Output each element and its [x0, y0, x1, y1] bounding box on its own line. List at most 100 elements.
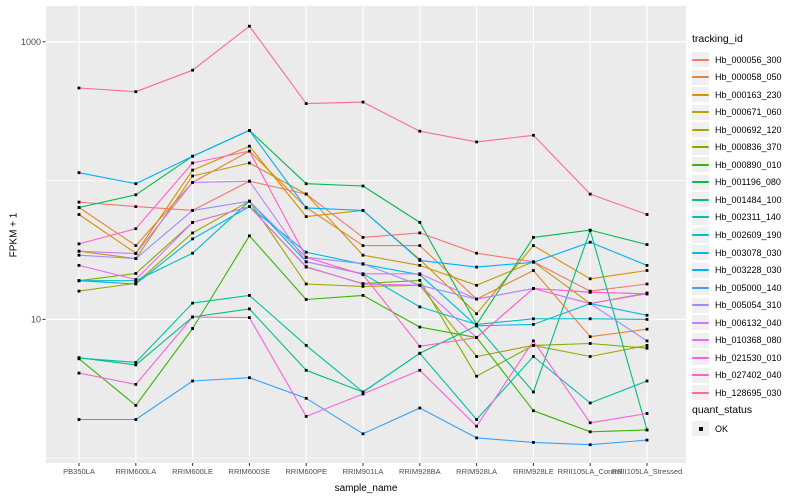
data-point [475, 418, 478, 421]
data-point [191, 161, 194, 165]
legend-item-quant-ok: OK [692, 421, 728, 436]
legend-color-line-icon [692, 76, 709, 79]
data-point [77, 289, 81, 293]
legend-item-label: Hb_003228_030 [715, 265, 782, 276]
data-point [645, 428, 649, 432]
legend-key-swatch [692, 192, 709, 208]
legend-item-Hb_001196_080: Hb_001196_080 [692, 174, 781, 190]
data-point [418, 279, 422, 282]
data-point [532, 244, 535, 247]
x-tick-label: RRIM928BA [399, 467, 441, 476]
legend-item-Hb_002609_190: Hb_002609_190 [692, 227, 782, 243]
legend-key-swatch [692, 69, 709, 85]
data-point [532, 390, 535, 394]
data-point [532, 355, 535, 358]
data-point [304, 215, 308, 218]
legend-color-line-icon [692, 321, 709, 324]
x-tick-label: RRIM600PE [285, 467, 327, 476]
data-point [304, 396, 308, 400]
data-point [475, 355, 478, 358]
data-point [134, 252, 138, 255]
x-tick-label: RRIM600LE [172, 467, 213, 476]
data-point [645, 318, 649, 321]
data-point [134, 182, 138, 186]
legend-item-Hb_000836_370: Hb_000836_370 [692, 139, 782, 155]
data-point [645, 313, 649, 317]
data-point [191, 301, 194, 305]
legend-key-swatch [692, 87, 709, 103]
data-point [77, 418, 81, 421]
x-tick-label: RRII105LA_Control [558, 467, 623, 476]
data-point [361, 390, 365, 394]
data-point [418, 344, 422, 348]
data-point [134, 257, 138, 260]
legend-key-swatch [692, 52, 709, 67]
data-point [304, 415, 308, 418]
data-point [77, 213, 81, 216]
legend-item-label: Hb_001196_080 [715, 177, 781, 188]
data-point [475, 336, 478, 339]
data-point [248, 179, 251, 183]
data-point [304, 255, 308, 259]
data-point [475, 324, 478, 328]
data-point [361, 273, 365, 277]
data-point [134, 282, 138, 286]
data-point [475, 374, 478, 378]
data-point [248, 234, 251, 238]
data-point [77, 279, 81, 283]
legend-key-swatch [692, 157, 709, 173]
data-point [248, 129, 251, 132]
legend-color-line-icon [692, 93, 709, 96]
legend-item-label: Hb_002609_190 [715, 230, 782, 240]
data-point [361, 244, 365, 247]
data-point [134, 244, 138, 247]
data-point [361, 236, 365, 239]
legend-key-swatch [692, 209, 709, 225]
data-point [418, 221, 422, 224]
x-tick-label: RRIM901LA [343, 467, 384, 476]
data-point [418, 264, 422, 267]
data-point [588, 430, 592, 434]
legend-key-swatch [692, 262, 709, 278]
legend-color-line-icon [692, 181, 709, 184]
legend-item-Hb_010368_080: Hb_010368_080 [692, 332, 782, 348]
data-point [191, 174, 194, 178]
data-point [418, 231, 422, 235]
legend-item-label: Hb_000692_120 [715, 124, 782, 135]
legend-item-Hb_000163_230: Hb_000163_230 [692, 87, 782, 103]
legend-item-label: Hb_003078_030 [715, 247, 782, 258]
data-point [532, 133, 535, 137]
data-point [645, 264, 649, 267]
legend-color-line-icon [692, 269, 709, 272]
data-point [532, 344, 535, 347]
legend-item-label: Hb_000671_060 [715, 107, 782, 118]
data-point [191, 237, 194, 241]
legend-color-line-icon [692, 216, 709, 219]
legend-item-Hb_128695_030: Hb_128695_030 [692, 385, 782, 401]
legend-item-Hb_021530_010: Hb_021530_010 [692, 350, 782, 366]
legend-item-label: Hb_005054_310 [715, 300, 782, 311]
legend-item-label: Hb_128695_030 [715, 387, 782, 398]
legend-key-swatch [692, 122, 709, 138]
data-point [475, 140, 478, 144]
data-point [532, 260, 535, 264]
data-point [475, 424, 478, 428]
legend-item-label: Hb_027402_040 [715, 370, 782, 381]
data-point [532, 287, 535, 290]
data-point [645, 269, 649, 272]
data-point [588, 421, 592, 425]
data-point [248, 376, 251, 380]
data-point [134, 404, 138, 407]
legend-color-line-icon [692, 234, 709, 236]
data-point [645, 344, 649, 347]
data-point [191, 315, 194, 319]
legend-item-label: Hb_000058_050 [715, 72, 782, 83]
legend-key-swatch [692, 332, 709, 348]
data-point [361, 184, 365, 188]
data-point [134, 383, 138, 386]
legend-item-Hb_002311_140: Hb_002311_140 [692, 209, 781, 225]
data-point [475, 265, 478, 269]
data-point [418, 406, 422, 410]
data-point [77, 264, 81, 267]
data-point [248, 144, 251, 148]
